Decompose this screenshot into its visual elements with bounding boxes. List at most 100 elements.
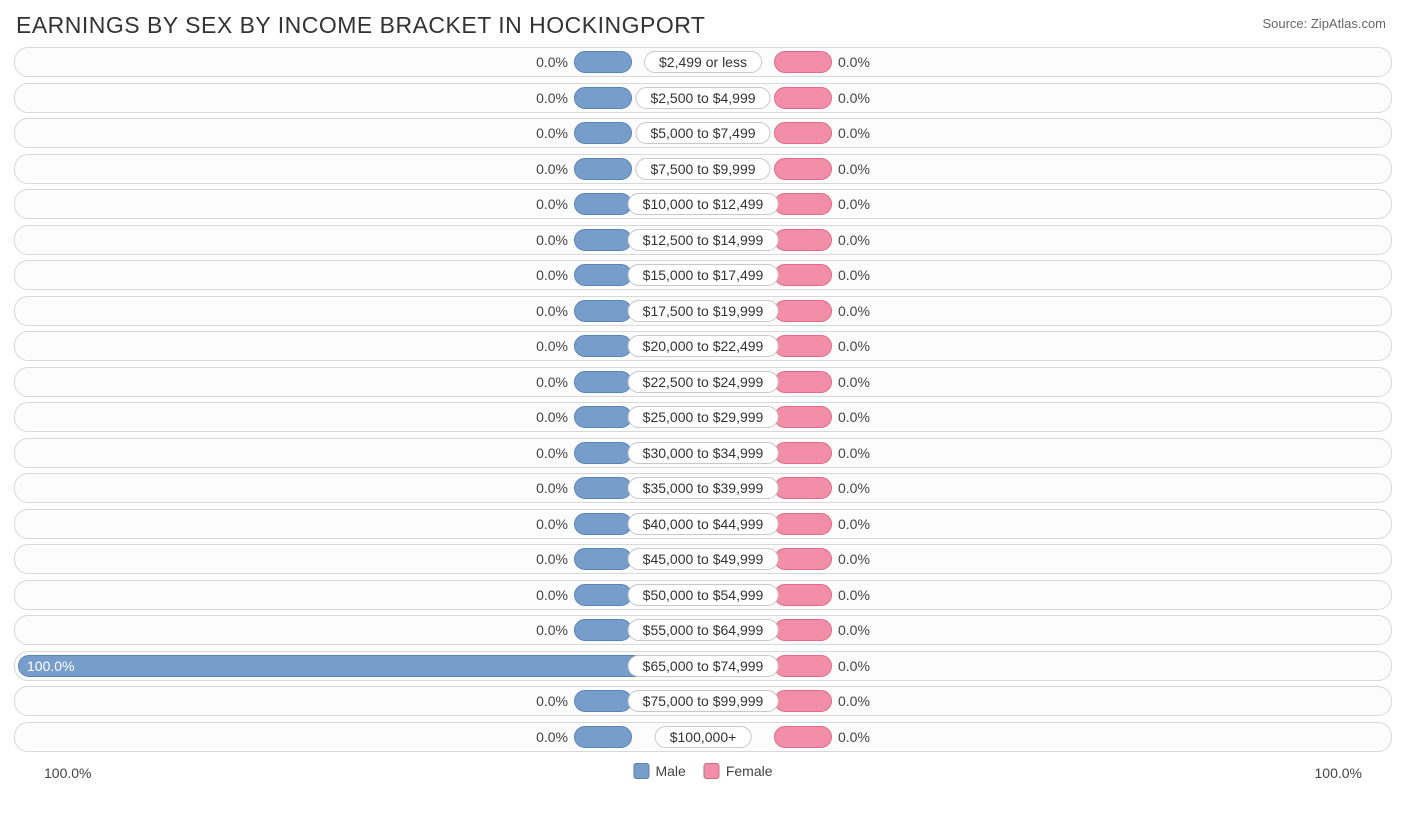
male-pct-label: 0.0% xyxy=(536,155,568,183)
male-pct-label: 0.0% xyxy=(536,368,568,396)
female-bar xyxy=(774,371,832,393)
legend-item-male: Male xyxy=(633,763,685,779)
male-bar xyxy=(574,371,632,393)
bracket-label: $55,000 to $64,999 xyxy=(628,619,779,641)
chart-row: 0.0%0.0%$25,000 to $29,999 xyxy=(14,402,1392,432)
female-bar xyxy=(774,442,832,464)
female-swatch-icon xyxy=(704,763,720,779)
female-pct-label: 0.0% xyxy=(838,474,870,502)
bracket-label: $40,000 to $44,999 xyxy=(628,513,779,535)
chart-row: 0.0% 0.0% $75,000 to $99,999 xyxy=(14,686,1392,716)
bracket-label: $12,500 to $14,999 xyxy=(628,229,779,251)
female-bar xyxy=(774,548,832,570)
axis-max-right: 100.0% xyxy=(1315,765,1362,781)
legend: Male Female xyxy=(633,763,772,779)
chart-row: 0.0%0.0%$15,000 to $17,499 xyxy=(14,260,1392,290)
female-bar xyxy=(774,619,832,641)
chart-row: 0.0% 0.0% $7,500 to $9,999 xyxy=(14,154,1392,184)
chart-row: 0.0% 0.0% $20,000 to $22,499 xyxy=(14,331,1392,361)
male-bar xyxy=(574,406,632,428)
female-bar xyxy=(774,513,832,535)
chart-row: 0.0% 0.0% $12,500 to $14,999 xyxy=(14,225,1392,255)
chart-row: 0.0%0.0%$2,500 to $4,999 xyxy=(14,83,1392,113)
female-pct-label: 0.0% xyxy=(838,581,870,609)
footer: 100.0% Male Female 100.0% xyxy=(0,757,1406,793)
male-pct-label: 0.0% xyxy=(536,261,568,289)
male-bar xyxy=(574,619,632,641)
chart-row: 0.0%0.0%$10,000 to $12,499 xyxy=(14,189,1392,219)
male-bar xyxy=(574,726,632,748)
axis-max-left: 100.0% xyxy=(44,765,91,781)
female-pct-label: 0.0% xyxy=(838,48,870,76)
female-bar xyxy=(774,158,832,180)
female-pct-label: 0.0% xyxy=(838,297,870,325)
chart-row: 0.0%0.0%$45,000 to $49,999 xyxy=(14,544,1392,574)
legend-item-female: Female xyxy=(704,763,773,779)
chart-title: EARNINGS BY SEX BY INCOME BRACKET IN HOC… xyxy=(16,12,705,39)
male-pct-label: 0.0% xyxy=(536,48,568,76)
female-pct-label: 0.0% xyxy=(838,190,870,218)
chart-row: 0.0% 0.0% $17,500 to $19,999 xyxy=(14,296,1392,326)
male-pct-label: 0.0% xyxy=(536,190,568,218)
female-pct-label: 0.0% xyxy=(838,84,870,112)
female-bar xyxy=(774,193,832,215)
female-pct-label: 0.0% xyxy=(838,332,870,360)
female-bar xyxy=(774,300,832,322)
chart-row: 0.0%0.0%$35,000 to $39,999 xyxy=(14,473,1392,503)
chart-row: 0.0%0.0%$5,000 to $7,499 xyxy=(14,118,1392,148)
bracket-label: $45,000 to $49,999 xyxy=(628,548,779,570)
female-bar xyxy=(774,477,832,499)
female-bar xyxy=(774,229,832,251)
bracket-label: $22,500 to $24,999 xyxy=(628,371,779,393)
male-bar xyxy=(574,51,632,73)
female-pct-label: 0.0% xyxy=(838,723,870,751)
legend-label-male: Male xyxy=(655,763,685,779)
bracket-label: $35,000 to $39,999 xyxy=(628,477,779,499)
female-bar xyxy=(774,584,832,606)
male-pct-label: 100.0% xyxy=(27,652,74,680)
female-pct-label: 0.0% xyxy=(838,510,870,538)
male-pct-label: 0.0% xyxy=(536,687,568,715)
bracket-label: $2,500 to $4,999 xyxy=(635,87,770,109)
male-bar xyxy=(574,477,632,499)
female-bar xyxy=(774,87,832,109)
female-bar xyxy=(774,655,832,677)
male-pct-label: 0.0% xyxy=(536,332,568,360)
male-pct-label: 0.0% xyxy=(536,581,568,609)
header: EARNINGS BY SEX BY INCOME BRACKET IN HOC… xyxy=(0,0,1406,47)
legend-label-female: Female xyxy=(726,763,773,779)
female-pct-label: 0.0% xyxy=(838,226,870,254)
chart-row: 100.0%0.0%$65,000 to $74,999 xyxy=(14,651,1392,681)
chart-row: 0.0% 0.0% $22,500 to $24,999 xyxy=(14,367,1392,397)
chart-area: 0.0%0.0%$2,499 or less0.0%0.0%$2,500 to … xyxy=(0,47,1406,752)
male-bar xyxy=(574,87,632,109)
bracket-label: $7,500 to $9,999 xyxy=(635,158,770,180)
bracket-label: $50,000 to $54,999 xyxy=(628,584,779,606)
male-bar xyxy=(574,158,632,180)
female-pct-label: 0.0% xyxy=(838,687,870,715)
bracket-label: $25,000 to $29,999 xyxy=(628,406,779,428)
bracket-label: $17,500 to $19,999 xyxy=(628,300,779,322)
bracket-label: $20,000 to $22,499 xyxy=(628,335,779,357)
bracket-label: $75,000 to $99,999 xyxy=(628,690,779,712)
female-pct-label: 0.0% xyxy=(838,652,870,680)
male-pct-label: 0.0% xyxy=(536,119,568,147)
female-pct-label: 0.0% xyxy=(838,119,870,147)
female-bar xyxy=(774,51,832,73)
female-pct-label: 0.0% xyxy=(838,155,870,183)
male-pct-label: 0.0% xyxy=(536,439,568,467)
male-pct-label: 0.0% xyxy=(536,226,568,254)
male-bar xyxy=(574,229,632,251)
chart-row: 0.0% 0.0% $40,000 to $44,999 xyxy=(14,509,1392,539)
male-bar xyxy=(574,690,632,712)
male-pct-label: 0.0% xyxy=(536,297,568,325)
male-pct-label: 0.0% xyxy=(536,510,568,538)
male-bar xyxy=(574,335,632,357)
female-pct-label: 0.0% xyxy=(838,368,870,396)
male-bar xyxy=(574,193,632,215)
male-bar xyxy=(574,300,632,322)
bracket-label: $30,000 to $34,999 xyxy=(628,442,779,464)
male-swatch-icon xyxy=(633,763,649,779)
chart-row: 0.0%0.0%$100,000+ xyxy=(14,722,1392,752)
bracket-label: $15,000 to $17,499 xyxy=(628,264,779,286)
